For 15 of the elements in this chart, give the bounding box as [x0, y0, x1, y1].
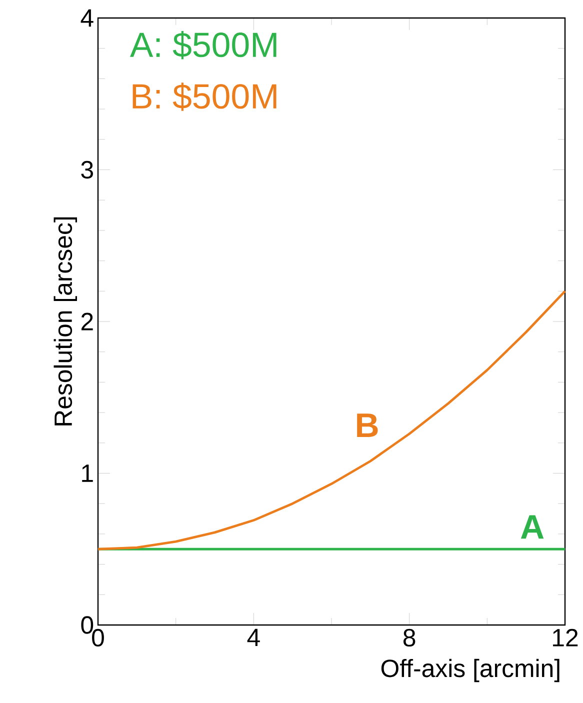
y-axis-title: Resolution [arcsec] [54, 217, 77, 426]
x-tick-label: 12 [553, 628, 578, 646]
x-axis-title: Off-axis [arcmin] [381, 658, 560, 682]
annotation: B: $500M [132, 82, 276, 111]
y-tick-label: 1 [82, 464, 93, 482]
series-label: B [357, 414, 378, 437]
y-tick-label: 2 [81, 312, 93, 330]
y-tick-label: 3 [81, 160, 93, 179]
series-label: A [520, 515, 544, 539]
y-tick-label: 0 [81, 616, 94, 634]
x-tick-label: 4 [247, 628, 260, 646]
line-series [96, 290, 566, 550]
x-tick-label: 8 [403, 628, 416, 647]
y-tick-label: 4 [80, 9, 94, 27]
annotation: A: $500M [130, 31, 276, 60]
